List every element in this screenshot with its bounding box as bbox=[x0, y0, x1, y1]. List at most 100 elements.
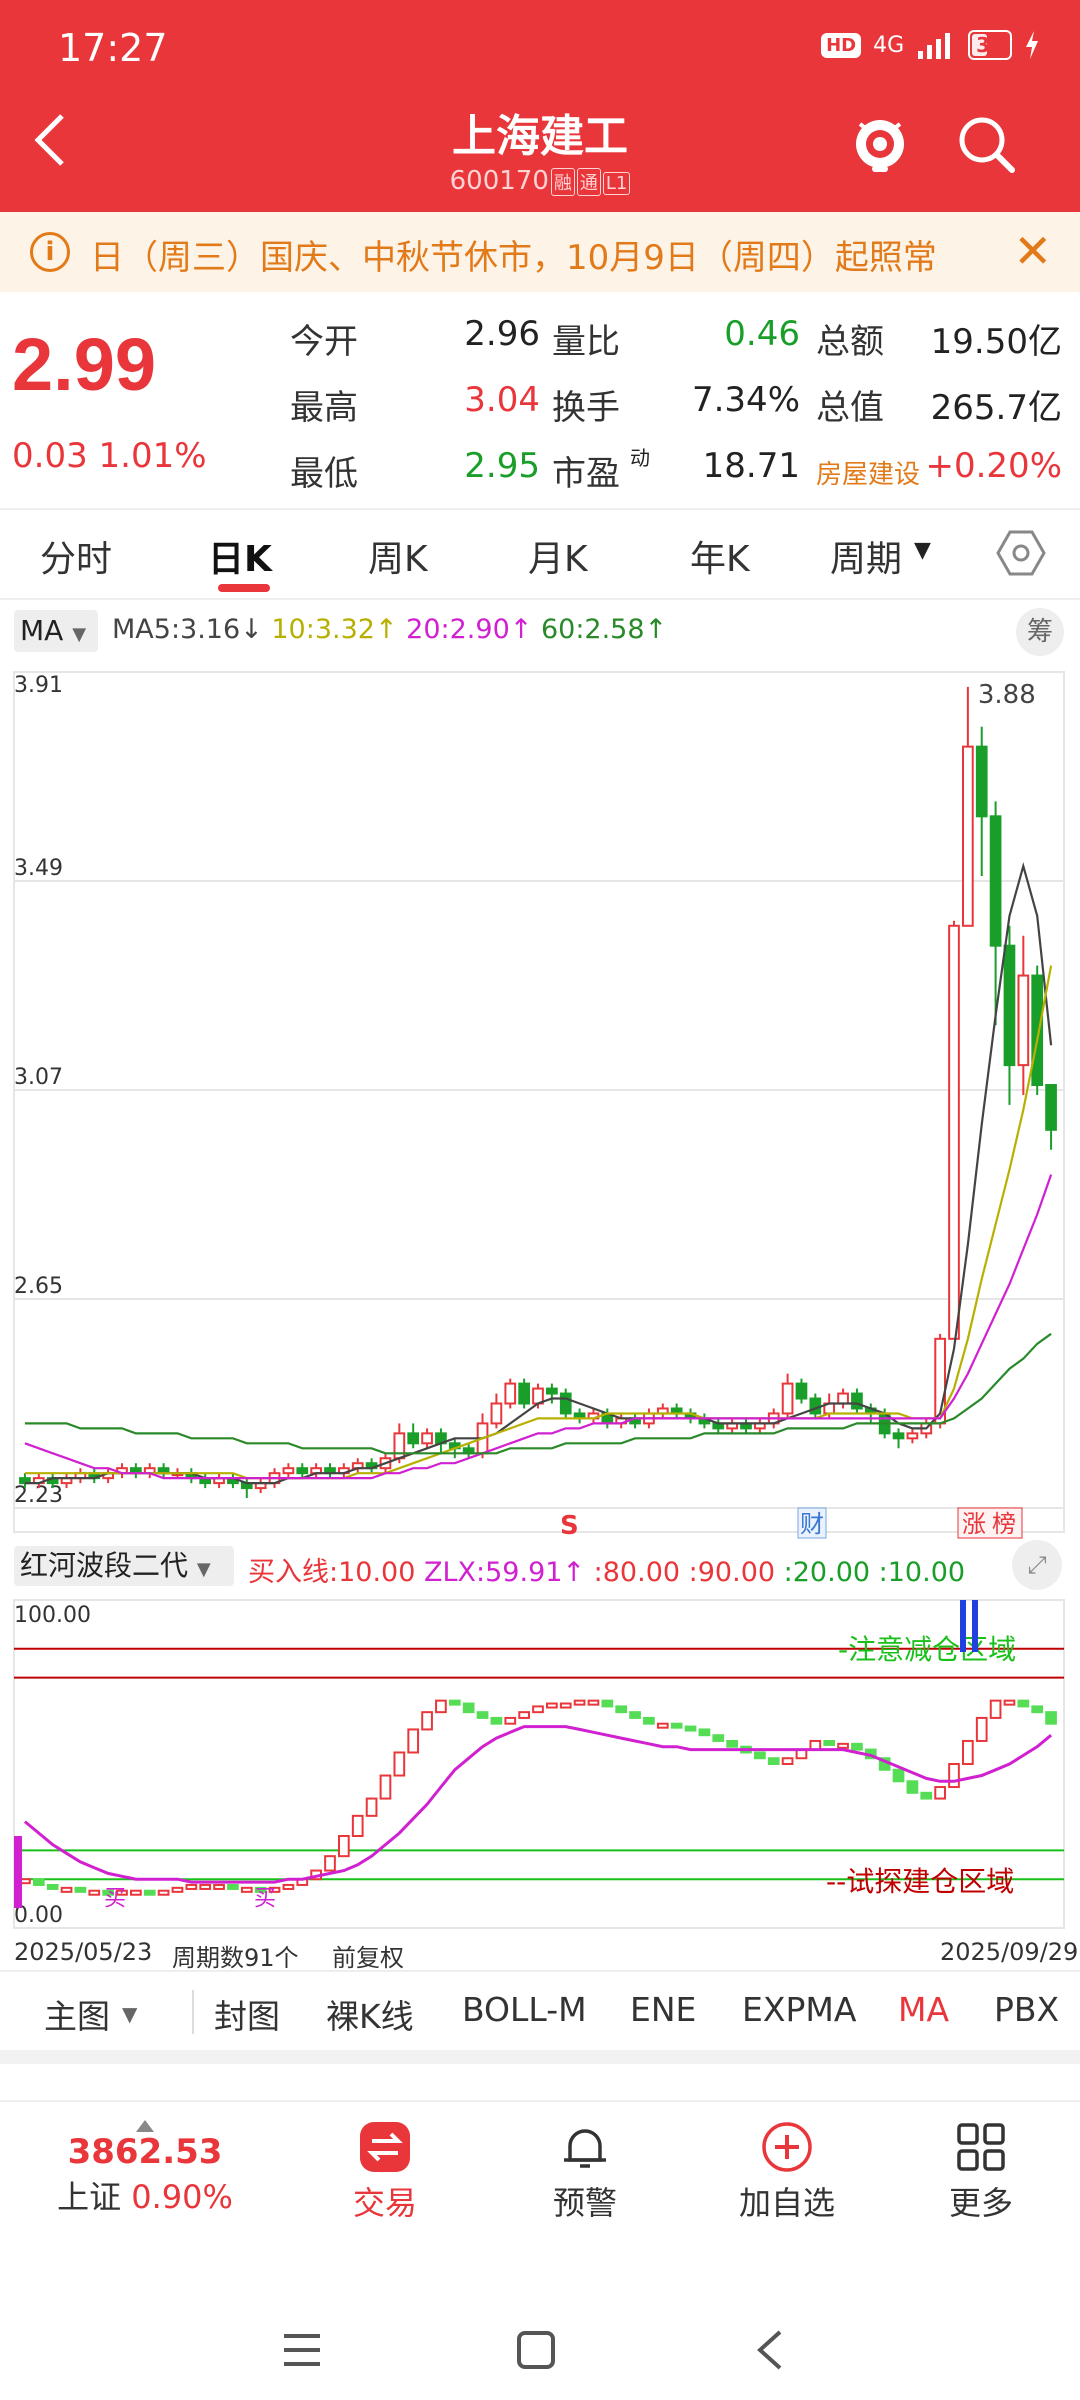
info-icon: i bbox=[30, 232, 70, 272]
indicator-bar bbox=[781, 1757, 794, 1766]
search-icon[interactable] bbox=[954, 112, 1018, 176]
indicator-bar bbox=[518, 1711, 530, 1719]
expand-icon[interactable]: ⤢ bbox=[1012, 1540, 1062, 1590]
settings-hex-icon[interactable] bbox=[996, 528, 1046, 578]
nav-alert-label: 预警 bbox=[552, 2184, 617, 2222]
tab-2[interactable]: 周K bbox=[368, 539, 428, 580]
sub-frame bbox=[13, 1599, 1065, 1929]
back-button[interactable] bbox=[30, 110, 90, 180]
candle-body bbox=[546, 1387, 558, 1395]
holiday-notice-bar[interactable]: i 日（周三）国庆、中秋节休市，10月9日（周四）起照常 ✕ bbox=[0, 212, 1080, 292]
indicator-tab-5[interactable]: EXPMA bbox=[742, 1990, 857, 2029]
tab-4[interactable]: 年K bbox=[690, 539, 750, 580]
quote-value: 2.95 bbox=[464, 446, 540, 486]
high-label: 3.88 bbox=[978, 680, 1036, 710]
candle-body bbox=[795, 1382, 808, 1400]
main-chevron-icon[interactable]: ▼ bbox=[122, 2002, 138, 2026]
tab-5[interactable]: 周期 bbox=[830, 539, 903, 580]
tab-0[interactable]: 分时 bbox=[40, 539, 113, 580]
candle-body bbox=[781, 1382, 794, 1415]
candle-body bbox=[948, 924, 960, 1340]
chips-button[interactable]: 筹 bbox=[1016, 608, 1064, 656]
index-quote[interactable]: 3862.53 上证 0.90% bbox=[40, 2120, 250, 2218]
candle-body bbox=[1045, 1084, 1057, 1131]
candle-body bbox=[282, 1467, 295, 1475]
indicator-tab-2[interactable]: 裸K线 bbox=[326, 1997, 414, 2036]
blue-signal-bar bbox=[960, 1600, 966, 1652]
indicator-bar bbox=[892, 1768, 905, 1783]
home-icon[interactable] bbox=[516, 2330, 556, 2370]
blue-signal-bar bbox=[972, 1600, 978, 1652]
indicator-bar bbox=[32, 1878, 45, 1886]
nav-alert[interactable]: 预警 bbox=[530, 2120, 640, 2224]
caret-up-icon bbox=[136, 2120, 154, 2132]
indicator-bar bbox=[1003, 1699, 1016, 1706]
nav-trade[interactable]: 交易 bbox=[330, 2120, 440, 2224]
indicator-bar bbox=[934, 1786, 946, 1800]
candlestick-chart[interactable]: 3.913.493.072.652.233.88S 财涨榜 bbox=[0, 660, 1080, 1540]
ma5-value: MA5:3.16↓ bbox=[112, 614, 263, 645]
indicator-tab-4[interactable]: ENE bbox=[630, 1990, 697, 2029]
quote-label[interactable]: 房屋建设 bbox=[816, 460, 921, 490]
adjust-mode[interactable]: 前复权 bbox=[332, 1944, 404, 1972]
quote-value: 3.04 bbox=[464, 380, 540, 420]
limit-marker-box bbox=[957, 1507, 1023, 1539]
status-time: 17:27 bbox=[58, 26, 168, 70]
level-20: :20.00 bbox=[783, 1557, 871, 1588]
candle-body bbox=[518, 1382, 530, 1405]
nav-add-label: 加自选 bbox=[738, 2184, 835, 2222]
ma-select[interactable]: MA ▼ bbox=[14, 610, 98, 652]
finance-marker-box bbox=[797, 1507, 827, 1539]
indicator-tab-0[interactable]: 主图 bbox=[44, 1997, 110, 2036]
limit-up-marker[interactable]: 涨 bbox=[962, 1510, 986, 1538]
ma-values: MA5:3.16↓ 10:3.32↑ 20:2.90↑ 60:2.58↑ bbox=[112, 614, 667, 645]
indicator-tab-6[interactable]: MA bbox=[898, 1990, 950, 2029]
buy-line-value: 买入线:10.00 bbox=[248, 1557, 416, 1588]
quote-label: 今开 bbox=[290, 322, 358, 362]
sell-marker[interactable]: S bbox=[560, 1511, 579, 1540]
indicator-bar bbox=[157, 1889, 170, 1896]
y-tick-label: 3.91 bbox=[14, 673, 63, 698]
indicator-bar bbox=[948, 1763, 960, 1789]
quote-label: 换手 bbox=[552, 388, 620, 428]
indicator-bar bbox=[324, 1855, 336, 1872]
quote-grid: 今开 2.96 量比 0.46 总额 19.50亿 最高 3.04 换手 7.34% 总值 265.7… bbox=[0, 310, 1080, 500]
indicator-bar bbox=[102, 1889, 114, 1896]
tab-3[interactable]: 月K bbox=[528, 539, 588, 580]
back-nav-icon[interactable] bbox=[754, 2328, 784, 2372]
indicator-bar bbox=[698, 1728, 711, 1737]
quote-label: 最高 bbox=[290, 388, 358, 428]
period-count: 周期数91个 bbox=[172, 1944, 299, 1972]
menu-icon[interactable] bbox=[282, 2332, 322, 2368]
indicator-bar bbox=[601, 1699, 614, 1708]
candle-body bbox=[975, 745, 988, 818]
ma20-value: 20:2.90↑ bbox=[406, 614, 533, 645]
level-0-label: 0.00 bbox=[14, 1903, 63, 1928]
tab-1[interactable]: 日K bbox=[208, 539, 272, 580]
close-icon[interactable]: ✕ bbox=[1013, 224, 1052, 278]
robot-assistant-icon[interactable] bbox=[848, 110, 912, 174]
stock-code: 600170 bbox=[449, 166, 549, 196]
nav-add-watchlist[interactable]: 加自选 bbox=[722, 2120, 852, 2224]
indicator-bar bbox=[116, 1889, 128, 1896]
indicator-tab-1[interactable]: 封图 bbox=[214, 1997, 280, 2036]
indicator-bar bbox=[393, 1751, 406, 1777]
nav-more[interactable]: 更多 bbox=[926, 2120, 1036, 2224]
indicator-select[interactable]: 红河波段二代 ▼ bbox=[14, 1546, 234, 1586]
app-header: 17:27 HD 4G 35 上海建工 600170 融通 L1 bbox=[0, 0, 1080, 212]
indicator-tab-7[interactable]: PBX bbox=[994, 1990, 1060, 2029]
indicator-tab-3[interactable]: BOLL-M bbox=[462, 1990, 587, 2029]
period-chevron-icon[interactable]: ▼ bbox=[914, 538, 931, 563]
indicator-bar bbox=[962, 1739, 974, 1766]
section-gap bbox=[0, 2050, 1080, 2064]
indicator-bar bbox=[213, 1883, 225, 1890]
indicator-bar bbox=[490, 1716, 503, 1725]
quote-label: 总额 bbox=[816, 322, 884, 362]
candle-body bbox=[407, 1432, 420, 1445]
candle-body bbox=[892, 1432, 905, 1440]
ma20-line bbox=[24, 1174, 1053, 1480]
rank-marker[interactable]: 榜 bbox=[992, 1510, 1016, 1538]
finance-marker[interactable]: 财 bbox=[800, 1510, 824, 1538]
indicator-bar bbox=[379, 1774, 392, 1800]
